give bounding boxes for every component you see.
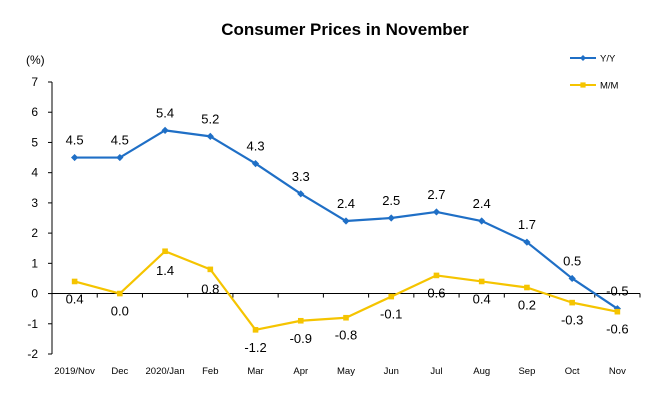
- data-point: [71, 278, 78, 285]
- data-point: [343, 314, 349, 321]
- series-layer: 4.5 4.5 5.4 5.2 4.3 3.3 2.4 2.5 2.7 2.4 1.7 0.5 -0.5…: [66, 105, 629, 354]
- data-label: 4.3: [246, 139, 264, 154]
- data-point: [251, 160, 260, 168]
- series-yy: 4.5 4.5 5.4 5.2 4.3 3.3 2.4 2.5 2.7 2.4 1.7 0.5 -0.5: [66, 105, 629, 313]
- data-label: 2.4: [337, 196, 355, 211]
- x-tick-label: Jun: [384, 366, 399, 377]
- x-tick-label: Nov: [609, 366, 626, 377]
- chart-title: Consumer Prices in November: [221, 20, 469, 39]
- y-tick-label: 4: [31, 166, 38, 180]
- data-point: [297, 190, 305, 198]
- data-point: [116, 153, 124, 162]
- data-point: [478, 217, 486, 225]
- legend-swatch-marker: [580, 55, 586, 61]
- legend-item: M/M: [570, 81, 619, 92]
- data-point: [432, 208, 441, 216]
- y-tick-label: 0: [31, 287, 38, 301]
- data-label: 1.4: [156, 263, 174, 278]
- data-point: [569, 299, 575, 306]
- data-label: 0.4: [66, 291, 84, 306]
- data-point: [478, 278, 485, 285]
- data-point: [613, 305, 621, 313]
- data-label: 2.7: [427, 187, 445, 202]
- data-point: [388, 293, 395, 300]
- data-label: -1.2: [244, 340, 266, 355]
- y-tick-label: 1: [31, 256, 38, 270]
- axes: -2 -1 0 1 2 3 4 5 6 7 2019/Nov Dec 2020/Jan Feb Mar Apr…: [27, 75, 641, 377]
- x-tick-label: Mar: [247, 366, 263, 377]
- y-tick-label: 2: [31, 226, 38, 240]
- data-point: [342, 217, 350, 225]
- data-label: -0.6: [606, 322, 628, 337]
- data-label: 0.6: [427, 285, 445, 300]
- x-tick-label: 2020/Jan: [146, 366, 185, 377]
- data-point: [433, 272, 440, 279]
- legend-item: Y/Y: [570, 54, 616, 65]
- data-label: -0.5: [606, 284, 628, 299]
- data-label: 0.0: [111, 304, 129, 319]
- data-point: [568, 274, 576, 283]
- data-label: -0.3: [561, 313, 583, 328]
- legend: Y/Y M/M: [570, 54, 619, 92]
- series-mm: 0.4 0.0 1.4 0.8 -1.2 -0.9 -0.8 -0.1 0.6 0.4 0.2 -0.…: [66, 248, 629, 355]
- y-tick-label: 5: [31, 135, 38, 149]
- data-label: -0.9: [290, 331, 312, 346]
- data-label: 0.4: [473, 291, 491, 306]
- legend-swatch-marker: [580, 82, 586, 88]
- data-point: [206, 132, 214, 140]
- data-point: [523, 238, 531, 246]
- data-point: [71, 153, 79, 162]
- data-label: 5.4: [156, 105, 174, 120]
- data-label: 5.2: [201, 111, 219, 126]
- y-tick-label: -1: [27, 317, 38, 331]
- x-tick-label: Jul: [430, 366, 442, 377]
- data-label: 0.8: [201, 281, 219, 296]
- x-tick-label: Oct: [565, 366, 580, 377]
- data-point: [252, 327, 259, 333]
- y-tick-label: 6: [31, 105, 38, 119]
- data-point: [207, 266, 214, 273]
- x-tick-label: 2019/Nov: [54, 366, 95, 377]
- y-tick-label: -2: [27, 347, 38, 361]
- data-point: [161, 126, 169, 134]
- data-point: [117, 290, 123, 297]
- data-label: 3.3: [292, 169, 310, 184]
- data-label: 1.7: [518, 217, 536, 232]
- data-label: 4.5: [66, 133, 84, 148]
- data-label: 0.5: [563, 253, 581, 268]
- x-tick-label: Apr: [293, 366, 308, 377]
- data-point: [387, 214, 395, 222]
- x-tick-label: Sep: [518, 366, 535, 377]
- legend-label: Y/Y: [600, 54, 616, 65]
- x-tick-label: Dec: [111, 366, 128, 377]
- x-tick-label: May: [337, 366, 355, 377]
- data-label: 2.5: [382, 193, 400, 208]
- data-label: 0.2: [518, 298, 536, 313]
- data-label: -0.8: [335, 328, 357, 343]
- data-point: [614, 308, 621, 315]
- y-axis-unit: (%): [26, 53, 45, 67]
- x-tick-label: Feb: [202, 366, 218, 377]
- y-tick-label: 3: [31, 196, 38, 210]
- data-point: [297, 317, 304, 324]
- data-label: 4.5: [111, 133, 129, 148]
- y-tick-label: 7: [31, 75, 38, 89]
- x-tick-label: Aug: [473, 366, 490, 377]
- data-label: 2.4: [473, 196, 491, 211]
- data-point: [162, 248, 168, 255]
- data-point: [524, 284, 530, 291]
- data-label: -0.1: [380, 307, 402, 322]
- legend-label: M/M: [600, 81, 619, 92]
